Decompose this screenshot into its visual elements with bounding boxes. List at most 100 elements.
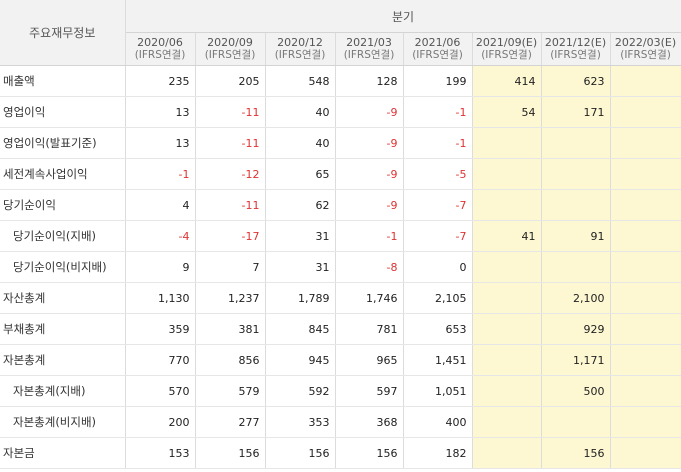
value-cell: -5 <box>403 158 473 190</box>
value-cell: 781 <box>335 313 404 345</box>
basis-label: (IFRS연결) <box>134 49 186 61</box>
row-label: 당기순이익(지배) <box>0 220 126 252</box>
value-cell: 2,100 <box>541 282 611 314</box>
period-header: 2021/06 (IFRS연결) <box>403 32 473 66</box>
value-cell: -7 <box>403 220 473 252</box>
value-cell: 414 <box>472 65 542 97</box>
value-cell: 156 <box>195 437 266 469</box>
value-cell: 41 <box>472 220 542 252</box>
table-body: 매출액 235 205 548 128 199 414 623 영업이익 13 -11 40 -9 -1 5… <box>0 65 681 469</box>
table-row: 당기순이익(지배) -4 -17 31 -1 -7 41 91 <box>0 220 681 252</box>
value-cell <box>472 437 542 469</box>
period-label: 2021/09(E) <box>475 36 538 49</box>
value-cell: -1 <box>403 127 473 159</box>
value-cell <box>610 220 681 252</box>
value-cell <box>610 344 681 376</box>
value-cell <box>610 189 681 221</box>
value-cell: -9 <box>335 158 404 190</box>
row-label: 당기순이익(비지배) <box>0 251 126 283</box>
value-cell: 400 <box>403 406 473 438</box>
value-cell: -7 <box>403 189 473 221</box>
value-cell: 91 <box>541 220 611 252</box>
value-cell: 199 <box>403 65 473 97</box>
value-cell: 13 <box>125 96 196 128</box>
value-cell <box>541 127 611 159</box>
value-cell: 653 <box>403 313 473 345</box>
value-cell <box>472 251 542 283</box>
value-cell: 1,746 <box>335 282 404 314</box>
row-label: 부채총계 <box>0 313 126 345</box>
value-cell <box>472 158 542 190</box>
value-cell: 235 <box>125 65 196 97</box>
value-cell <box>541 158 611 190</box>
table-row: 매출액 235 205 548 128 199 414 623 <box>0 65 681 97</box>
value-cell <box>610 96 681 128</box>
value-cell: 579 <box>195 375 266 407</box>
row-label: 영업이익 <box>0 96 126 128</box>
basis-label: (IFRS연결) <box>481 49 532 61</box>
row-label: 자본금 <box>0 437 126 469</box>
period-header: 2021/03 (IFRS연결) <box>335 32 404 66</box>
value-cell: 359 <box>125 313 196 345</box>
row-label: 당기순이익 <box>0 189 126 221</box>
value-cell: -11 <box>195 127 266 159</box>
value-cell <box>541 189 611 221</box>
quarterly-group-header: 분기 <box>125 0 681 33</box>
row-label: 자산총계 <box>0 282 126 314</box>
value-cell: 500 <box>541 375 611 407</box>
table-row: 부채총계 359 381 845 781 653 929 <box>0 313 681 345</box>
value-cell <box>472 375 542 407</box>
value-cell: 182 <box>403 437 473 469</box>
value-cell <box>610 65 681 97</box>
value-cell: 31 <box>265 220 336 252</box>
table-row: 자본금 153 156 156 156 182 156 <box>0 437 681 469</box>
value-cell: 623 <box>541 65 611 97</box>
value-cell: 381 <box>195 313 266 345</box>
value-cell: 845 <box>265 313 336 345</box>
basis-label: (IFRS연결) <box>550 49 601 61</box>
basis-label: (IFRS연결) <box>274 49 326 61</box>
value-cell: 368 <box>335 406 404 438</box>
value-cell <box>610 282 681 314</box>
value-cell: 548 <box>265 65 336 97</box>
basis-label: (IFRS연결) <box>343 49 395 61</box>
period-header: 2021/12(E) (IFRS연결) <box>541 32 611 66</box>
value-cell: 770 <box>125 344 196 376</box>
basis-label: (IFRS연결) <box>204 49 256 61</box>
period-label: 2021/06 <box>414 36 461 49</box>
value-cell: 2,105 <box>403 282 473 314</box>
period-header: 2020/06 (IFRS연결) <box>125 32 196 66</box>
table-row: 자본총계 770 856 945 965 1,451 1,171 <box>0 344 681 376</box>
value-cell <box>610 437 681 469</box>
period-header-row: 2020/06 (IFRS연결) 2020/09 (IFRS연결) 2020/12 (IF… <box>0 32 681 66</box>
table-row: 자산총계 1,130 1,237 1,789 1,746 2,105 2,100 <box>0 282 681 314</box>
value-cell: 965 <box>335 344 404 376</box>
value-cell: 1,789 <box>265 282 336 314</box>
value-cell: -9 <box>335 189 404 221</box>
period-label: 2021/03 <box>346 36 392 49</box>
table-row: 영업이익(발표기준) 13 -11 40 -9 -1 <box>0 127 681 159</box>
value-cell: 153 <box>125 437 196 469</box>
value-cell: -11 <box>195 96 266 128</box>
value-cell: 592 <box>265 375 336 407</box>
value-cell <box>610 158 681 190</box>
value-cell: 1,171 <box>541 344 611 376</box>
value-cell: 205 <box>195 65 266 97</box>
row-label-header: 주요재무정보 <box>0 0 126 66</box>
value-cell: 156 <box>265 437 336 469</box>
value-cell: 65 <box>265 158 336 190</box>
table-row: 자본총계(비지배) 200 277 353 368 400 <box>0 406 681 438</box>
value-cell: 7 <box>195 251 266 283</box>
value-cell <box>610 313 681 345</box>
period-header: 2020/12 (IFRS연결) <box>265 32 336 66</box>
value-cell: 128 <box>335 65 404 97</box>
table-row: 영업이익 13 -11 40 -9 -1 54 171 <box>0 96 681 128</box>
value-cell <box>541 251 611 283</box>
value-cell <box>610 375 681 407</box>
value-cell: -1 <box>335 220 404 252</box>
value-cell: 0 <box>403 251 473 283</box>
value-cell <box>472 189 542 221</box>
value-cell <box>610 251 681 283</box>
basis-label: (IFRS연결) <box>620 49 671 61</box>
